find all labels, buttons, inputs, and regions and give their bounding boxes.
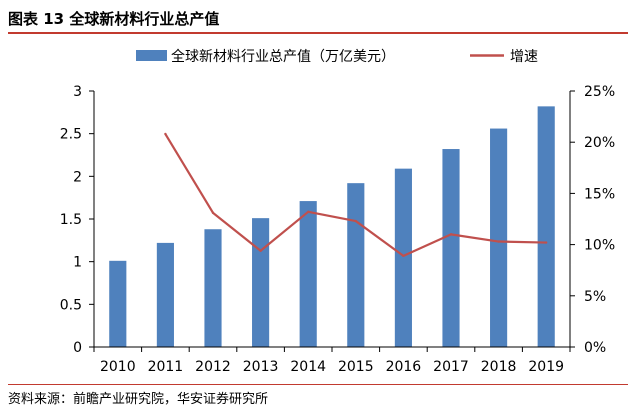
growth-point-2017 xyxy=(449,233,453,236)
x-tick-label-2011: 2011 xyxy=(148,359,184,375)
figure-title: 图表 13 全球新材料行业总产值 xyxy=(8,10,220,28)
x-tick-label-2019: 2019 xyxy=(528,359,564,375)
x-tick-label-2012: 2012 xyxy=(195,359,231,375)
growth-point-2014 xyxy=(307,210,310,214)
growth-point-2019 xyxy=(545,241,548,244)
source-rule xyxy=(8,384,628,385)
y-tick-label: 0 xyxy=(73,340,82,356)
growth-point-2013 xyxy=(259,249,262,252)
x-tick-label-2016: 2016 xyxy=(386,359,422,375)
legend-bar-label: 全球新材料行业总产值（万亿美元） xyxy=(171,48,395,65)
bar-2019 xyxy=(537,106,555,347)
x-tick-label-2010: 2010 xyxy=(100,359,136,375)
bar-2017 xyxy=(442,149,460,347)
growth-point-2012 xyxy=(211,211,215,215)
y2-tick-label: 25% xyxy=(584,84,615,100)
title-rule xyxy=(8,32,628,34)
y-tick-label: 3 xyxy=(73,84,82,100)
legend-bar-swatch xyxy=(136,50,167,61)
bar-2018 xyxy=(490,128,508,347)
y2-tick-label: 10% xyxy=(584,238,615,254)
bar-2016 xyxy=(394,168,412,347)
y2-tick-label: 20% xyxy=(584,135,615,151)
bar-2015 xyxy=(347,183,365,347)
y-tick-label: 2.5 xyxy=(60,127,82,143)
x-tick-label-2014: 2014 xyxy=(290,359,326,375)
x-tick-label-2013: 2013 xyxy=(243,359,279,375)
y-tick-label: 1 xyxy=(73,255,82,271)
y-tick-label: 1.5 xyxy=(60,212,82,228)
legend-line-label: 增速 xyxy=(510,49,538,65)
bar-2014 xyxy=(299,201,317,347)
bar-2013 xyxy=(252,218,270,347)
y-tick-label: 0.5 xyxy=(60,297,82,313)
title-row: 图表 13 全球新材料行业总产值 xyxy=(0,0,636,36)
growth-point-2018 xyxy=(497,240,500,243)
x-tick-label-2017: 2017 xyxy=(433,359,469,375)
x-tick-label-2015: 2015 xyxy=(338,359,374,375)
y-tick-label: 2 xyxy=(73,169,82,185)
bar-2011 xyxy=(156,242,174,347)
plot-area: 0 0.5 1 1.5 2 2.5 3 0% 5% 10% 15% 20% 25% 2010 2011 201… xyxy=(60,84,615,375)
y2-tick-label: 15% xyxy=(584,186,615,202)
bar-2010 xyxy=(109,260,127,347)
y2-tick-label: 0% xyxy=(584,340,606,356)
growth-point-2016 xyxy=(402,254,405,258)
source-note: 资料来源：前瞻产业研究院，华安证券研究所 xyxy=(8,392,269,407)
bar-2012 xyxy=(204,229,222,347)
y2-tick-label: 5% xyxy=(584,289,606,305)
growth-point-2015 xyxy=(354,219,357,223)
legend: 全球新材料行业总产值（万亿美元） 增速 xyxy=(136,48,538,65)
x-tick-label-2018: 2018 xyxy=(481,359,517,375)
growth-point-2011 xyxy=(164,132,167,136)
